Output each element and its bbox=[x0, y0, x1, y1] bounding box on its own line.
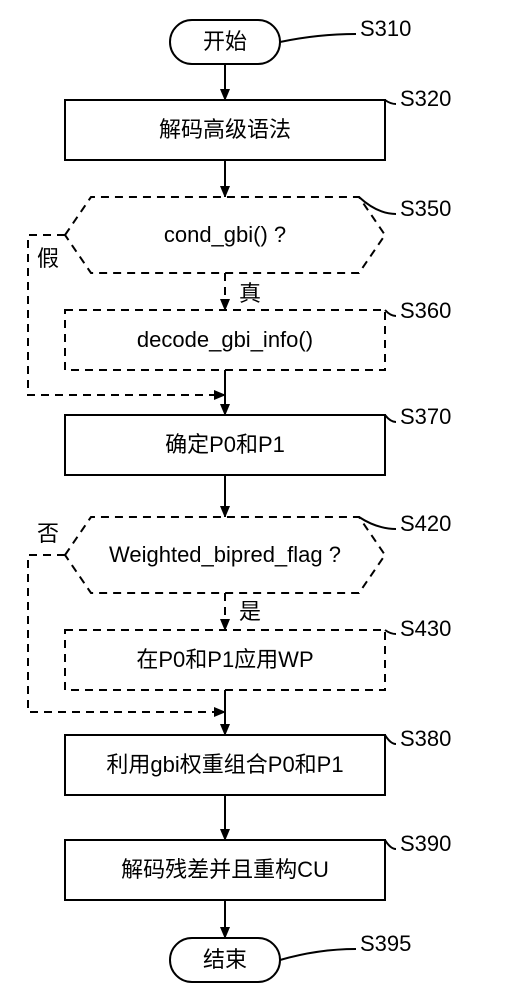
node-n320: 解码高级语法 bbox=[65, 100, 385, 160]
svg-text:确定P0和P1: 确定P0和P1 bbox=[165, 432, 285, 457]
step-label-S370: S370 bbox=[400, 404, 451, 429]
svg-text:是: 是 bbox=[239, 599, 261, 624]
step-label-S380: S380 bbox=[400, 726, 451, 751]
node-d420: Weighted_bipred_flag ? bbox=[65, 517, 385, 593]
step-label-S310: S310 bbox=[360, 16, 411, 41]
node-end: 结束 bbox=[170, 938, 280, 982]
node-n430: 在P0和P1应用WP bbox=[65, 630, 385, 690]
step-label-S390: S390 bbox=[400, 831, 451, 856]
svg-text:在P0和P1应用WP: 在P0和P1应用WP bbox=[136, 647, 313, 672]
flowchart-canvas: 真是 假否 开始解码高级语法 cond_gbi() ? decode_gbi_info(… bbox=[0, 0, 509, 1000]
node-start: 开始 bbox=[170, 20, 280, 64]
svg-text:解码残差并且重构CU: 解码残差并且重构CU bbox=[121, 857, 329, 882]
node-n380: 利用gbi权重组合P0和P1 bbox=[65, 735, 385, 795]
step-label-S320: S320 bbox=[400, 86, 451, 111]
svg-text:真: 真 bbox=[239, 281, 261, 306]
node-d350: cond_gbi() ? bbox=[65, 197, 385, 273]
step-label-S420: S420 bbox=[400, 511, 451, 536]
svg-text:decode_gbi_info(): decode_gbi_info() bbox=[137, 327, 313, 352]
step-label-S350: S350 bbox=[400, 196, 451, 221]
svg-text:否: 否 bbox=[37, 521, 59, 546]
svg-text:Weighted_bipred_flag ?: Weighted_bipred_flag ? bbox=[109, 542, 341, 567]
svg-text:假: 假 bbox=[37, 246, 59, 271]
svg-text:结束: 结束 bbox=[203, 947, 247, 972]
svg-text:cond_gbi() ?: cond_gbi() ? bbox=[164, 222, 286, 247]
step-label-S395: S395 bbox=[360, 931, 411, 956]
step-label-S430: S430 bbox=[400, 616, 451, 641]
node-n360: decode_gbi_info() bbox=[65, 310, 385, 370]
node-n370: 确定P0和P1 bbox=[65, 415, 385, 475]
svg-text:利用gbi权重组合P0和P1: 利用gbi权重组合P0和P1 bbox=[106, 752, 343, 777]
node-n390: 解码残差并且重构CU bbox=[65, 840, 385, 900]
step-label-S360: S360 bbox=[400, 298, 451, 323]
svg-text:解码高级语法: 解码高级语法 bbox=[159, 117, 291, 142]
svg-text:开始: 开始 bbox=[203, 29, 247, 54]
